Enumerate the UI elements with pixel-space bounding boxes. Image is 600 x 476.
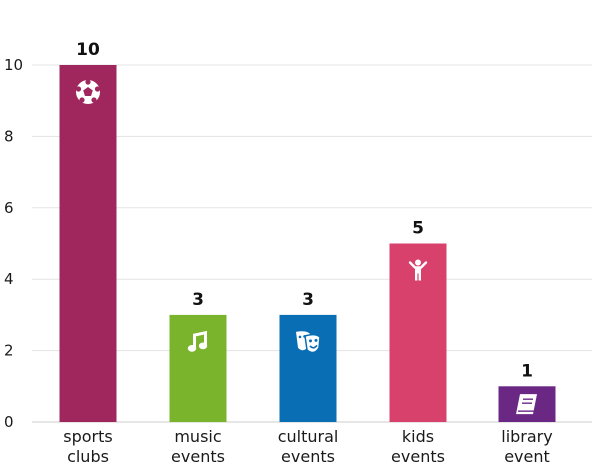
book-icon [516, 394, 537, 415]
bar-sports-clubs [59, 65, 117, 422]
bar-cultural-events [279, 314, 337, 422]
y-tick-label: 2 [4, 342, 14, 360]
y-tick-label: 6 [4, 199, 14, 217]
value-label-music-events: 3 [192, 290, 204, 310]
value-label-kids-events: 5 [412, 219, 424, 239]
value-label-cultural-events: 3 [302, 290, 314, 310]
category-label-library-event: library event [501, 427, 552, 466]
soccer-ball-icon [75, 79, 101, 104]
theater-masks-icon [296, 331, 321, 354]
category-label-cultural-events: cultural events [278, 427, 339, 466]
category-label-music-events: music events [171, 427, 225, 466]
label-layer: 0 2 4 6 8 10 10 sports clubs 3 music events 3 cultura… [4, 40, 553, 466]
category-label-kids-events: kids events [391, 427, 445, 466]
y-tick-label: 10 [4, 56, 23, 74]
value-label-library-event: 1 [521, 361, 533, 381]
value-label-sports-clubs: 10 [76, 40, 100, 60]
y-tick-label: 8 [4, 127, 14, 145]
bar-layer [59, 65, 556, 422]
bar-music-events [169, 314, 227, 422]
y-tick-label: 4 [4, 270, 14, 288]
child-icon [408, 259, 428, 281]
y-tick-label: 0 [4, 413, 14, 431]
category-label-sports-clubs: sports clubs [63, 427, 112, 466]
music-note-icon [187, 330, 208, 352]
